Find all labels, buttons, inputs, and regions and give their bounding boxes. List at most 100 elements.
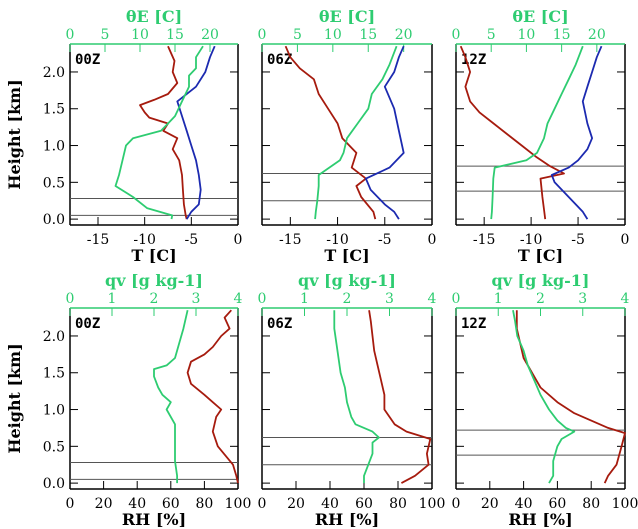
top-tick-label: 5 xyxy=(101,27,110,43)
top-tick-label: 5 xyxy=(293,27,302,43)
x-tick-label: 20 xyxy=(95,496,113,512)
top-tick-label: 10 xyxy=(324,27,342,43)
series-line-red xyxy=(139,45,188,220)
x-axis-title: RH [%] xyxy=(315,510,379,529)
x-tick-label: 80 xyxy=(389,496,407,512)
x-tick-label: -15 xyxy=(473,232,496,248)
x-tick-label: -10 xyxy=(520,232,543,248)
x-tick-label: -15 xyxy=(279,232,302,248)
top-tick-label: 0 xyxy=(258,27,267,43)
y-tick-label: 0.5 xyxy=(43,439,65,455)
series-line-green xyxy=(153,309,189,484)
x-tick-label: 100 xyxy=(419,496,446,512)
panel-time-label: 00Z xyxy=(75,52,100,68)
series-line-green xyxy=(512,310,576,484)
panel-time-label: 06Z xyxy=(267,52,292,68)
x-axis-title: T [C] xyxy=(518,246,563,265)
top-tick-label: 4 xyxy=(234,291,243,307)
top-tick-label: 1 xyxy=(300,291,309,307)
series-line-red xyxy=(515,310,626,484)
x-tick-label: 60 xyxy=(548,496,566,512)
x-tick-label: -15 xyxy=(87,232,110,248)
y-tick-label: 0.5 xyxy=(43,175,65,191)
series-line-blue xyxy=(365,45,405,220)
top-tick-label: 20 xyxy=(395,27,413,43)
y-tick-label: 1.5 xyxy=(43,102,65,118)
top-axis-title: θE [C] xyxy=(126,7,182,26)
x-tick-label: 60 xyxy=(162,496,180,512)
series-line-green xyxy=(333,310,380,484)
top-axis-title: qv [g kg-1] xyxy=(298,271,396,290)
top-tick-label: 0 xyxy=(66,27,75,43)
series-line-red xyxy=(459,45,565,220)
top-axis-title: θE [C] xyxy=(319,7,375,26)
x-tick-label: 80 xyxy=(582,496,600,512)
x-tick-label: 0 xyxy=(428,232,437,248)
y-tick-label: 0.0 xyxy=(43,212,65,228)
series-line-green xyxy=(114,45,204,220)
x-axis-title: RH [%] xyxy=(122,510,186,529)
top-tick-label: 15 xyxy=(359,27,377,43)
x-tick-label: -5 xyxy=(571,232,585,248)
y-axis-title: Height [km] xyxy=(5,343,24,453)
top-tick-label: 10 xyxy=(518,27,536,43)
x-tick-label: 40 xyxy=(515,496,533,512)
series-line-red xyxy=(368,310,432,484)
top-axis-title: qv [g kg-1] xyxy=(105,271,203,290)
x-tick-label: 20 xyxy=(287,496,305,512)
x-tick-label: 0 xyxy=(452,496,461,512)
top-tick-label: 0 xyxy=(258,291,267,307)
y-tick-label: 1.5 xyxy=(43,366,65,382)
series-line-red xyxy=(186,309,239,484)
top-tick-label: 20 xyxy=(588,27,606,43)
panel-time-label: 12Z xyxy=(461,316,486,332)
x-tick-label: 20 xyxy=(481,496,499,512)
x-tick-label: -5 xyxy=(185,232,199,248)
x-axis-title: T [C] xyxy=(324,246,369,265)
panel-time-label: 06Z xyxy=(267,316,292,332)
y-tick-label: 0.0 xyxy=(43,476,65,492)
top-tick-label: 0 xyxy=(66,291,75,307)
top-tick-label: 3 xyxy=(578,291,587,307)
y-tick-label: 1.0 xyxy=(43,139,65,155)
x-tick-label: 100 xyxy=(225,496,252,512)
x-tick-label: 0 xyxy=(66,496,75,512)
x-tick-label: -10 xyxy=(133,232,156,248)
x-tick-label: 80 xyxy=(195,496,213,512)
top-tick-label: 15 xyxy=(553,27,571,43)
series-line-blue xyxy=(550,45,603,220)
x-tick-label: 40 xyxy=(321,496,339,512)
top-tick-label: 4 xyxy=(428,291,437,307)
top-tick-label: 3 xyxy=(192,291,201,307)
top-axis-title: θE [C] xyxy=(512,7,568,26)
series-line-blue xyxy=(176,45,216,220)
series-line-red xyxy=(284,45,377,220)
y-axis-title: Height [km] xyxy=(5,79,24,189)
top-tick-label: 1 xyxy=(108,291,117,307)
x-tick-label: 0 xyxy=(621,232,630,248)
x-tick-label: 0 xyxy=(258,496,267,512)
top-tick-label: 10 xyxy=(131,27,149,43)
series-line-green xyxy=(314,45,398,220)
top-tick-label: 15 xyxy=(166,27,184,43)
x-axis-title: T [C] xyxy=(131,246,176,265)
series-line-green xyxy=(490,45,584,220)
top-tick-label: 0 xyxy=(452,27,461,43)
top-tick-label: 2 xyxy=(343,291,352,307)
x-axis-title: RH [%] xyxy=(508,510,572,529)
top-tick-label: 5 xyxy=(487,27,496,43)
top-tick-label: 0 xyxy=(452,291,461,307)
panel-time-label: 00Z xyxy=(75,316,100,332)
top-tick-label: 20 xyxy=(201,27,219,43)
x-tick-label: -5 xyxy=(378,232,392,248)
top-tick-label: 1 xyxy=(494,291,503,307)
y-tick-label: 1.0 xyxy=(43,403,65,419)
top-tick-label: 3 xyxy=(385,291,394,307)
top-tick-label: 2 xyxy=(150,291,159,307)
x-tick-label: 100 xyxy=(612,496,638,512)
x-tick-label: 0 xyxy=(234,232,243,248)
x-tick-label: 60 xyxy=(355,496,373,512)
x-tick-label: 40 xyxy=(128,496,146,512)
top-tick-label: 2 xyxy=(536,291,545,307)
